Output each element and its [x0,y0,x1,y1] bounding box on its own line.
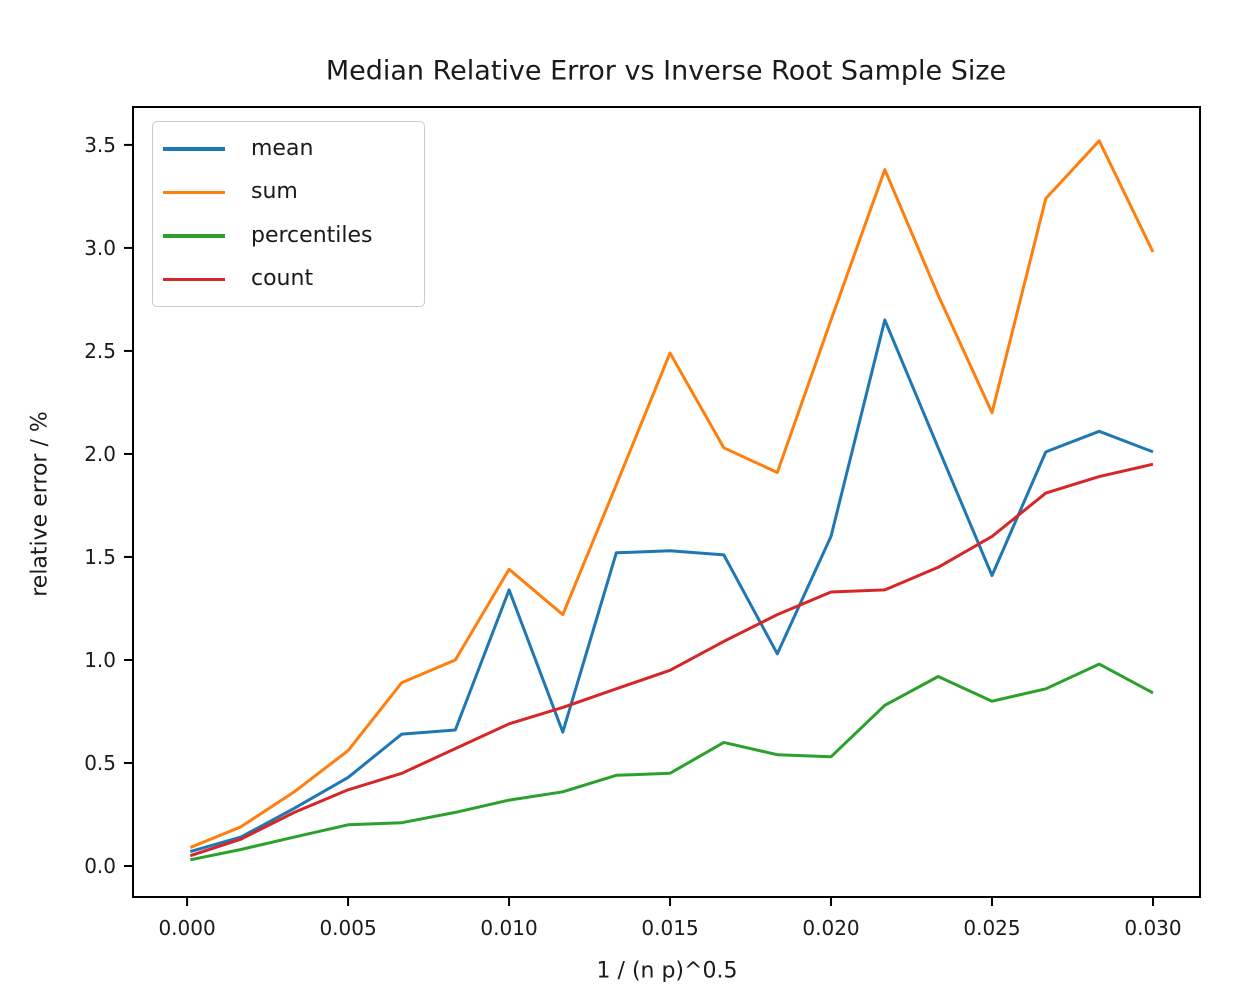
x-tick-label: 0.010 [480,916,537,940]
legend-label: count [251,266,314,292]
legend-entry-sum: sum [153,171,424,213]
legend-swatch-mean [163,147,225,151]
y-tick-label: 1.5 [84,545,116,569]
legend-entry-percentiles: percentiles [153,215,424,257]
x-tick-label: 0.030 [1124,916,1181,940]
legend-entry-count: count [153,258,424,300]
series-line-percentiles [190,662,1154,862]
x-tick-label: 0.005 [319,916,376,940]
y-axis-label: relative error / % [27,411,53,597]
legend-label: sum [251,179,298,205]
legend-swatch-sum [163,190,225,194]
x-tick-label: 0.000 [158,916,215,940]
series-line-count [189,462,1154,858]
chart-title: Median Relative Error vs Inverse Root Sa… [325,55,1007,87]
axis-ticks: 0.000 0.005 0.010 0.015 0.020 0.025 0.030 0.0 0.… [84,133,1181,940]
series-line-mean [189,318,1154,854]
series-line-sum [189,139,1155,849]
x-tick-label: 0.015 [641,916,698,940]
y-tick-label: 0.5 [84,751,116,775]
y-tick-label: 3.0 [84,236,116,260]
x-tick-label: 0.025 [963,916,1020,940]
y-tick-label: 2.5 [84,339,116,363]
legend: mean sum percentiles count [152,121,425,307]
y-tick-label: 0.0 [84,854,116,878]
series-lines [189,139,1155,862]
legend-entry-mean: mean [153,128,424,170]
legend-label: mean [251,135,314,161]
legend-swatch-count [163,277,225,281]
y-tick-label: 2.0 [84,442,116,466]
x-axis-label: 1 / (n p)^0.5 [596,958,738,984]
legend-label: percentiles [251,222,373,248]
y-tick-label: 3.5 [84,133,116,157]
x-tick-label: 0.020 [802,916,859,940]
plot-border [132,106,1201,898]
y-tick-label: 1.0 [84,648,116,672]
legend-swatch-percentiles [163,234,225,238]
